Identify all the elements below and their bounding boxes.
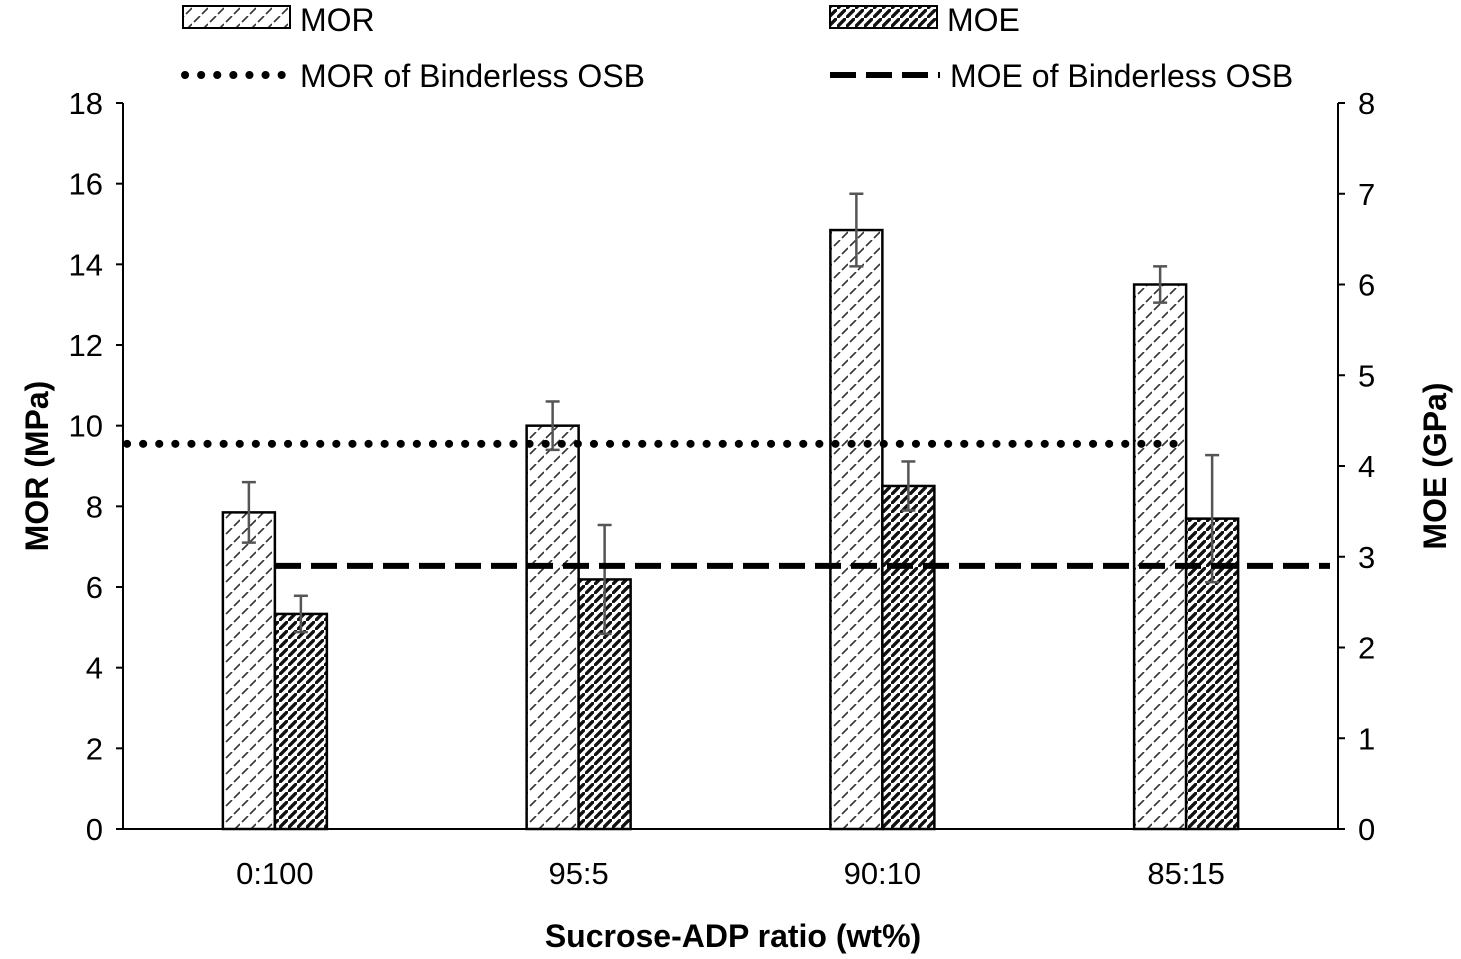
bar-mor-85:15 (1132, 283, 1188, 831)
bar-moe-90:10 (881, 484, 936, 831)
legend-label-mor-binderless: MOR of Binderless OSB (300, 58, 645, 94)
left-tick-label: 14 (69, 247, 103, 282)
x-tick-label: 85:15 (1147, 856, 1225, 891)
y2-axis-title: MOE (GPa) (1417, 382, 1453, 549)
right-tick-label: 2 (1358, 631, 1375, 666)
right-tick-label: 4 (1358, 449, 1375, 484)
legend-swatch-mor (182, 5, 291, 29)
x-tick-group: 0:100 95:5 90:10 85:15 (236, 856, 1225, 891)
x-tick-label: 90:10 (844, 856, 922, 891)
legend-label-moe: MOE (947, 2, 1020, 38)
left-tick-label: 12 (69, 328, 103, 363)
left-tick-label: 10 (69, 409, 103, 444)
left-tick-label: 18 (69, 86, 103, 121)
right-tick-group: 0 1 2 3 4 5 6 7 8 (1338, 86, 1375, 847)
reference-line-group (123, 439, 1330, 569)
right-tick-label: 5 (1358, 358, 1375, 393)
left-tick-label: 6 (86, 570, 103, 605)
left-tick-label: 4 (86, 651, 103, 686)
y-axis-title: MOR (MPa) (19, 381, 55, 552)
left-tick-label: 8 (86, 489, 103, 524)
left-tick-label: 2 (86, 731, 103, 766)
legend-label-mor: MOR (300, 2, 375, 38)
right-tick-label: 3 (1358, 540, 1375, 575)
x-tick-label: 95:5 (548, 856, 608, 891)
x-tick-label: 0:100 (236, 856, 314, 891)
right-tick-label: 6 (1358, 268, 1375, 303)
left-tick-label: 16 (69, 167, 103, 202)
right-tick-label: 0 (1358, 812, 1375, 847)
right-tick-label: 7 (1358, 177, 1375, 212)
bar-mor-95:5 (525, 424, 580, 831)
legend-swatch-moe (829, 5, 938, 29)
x-axis-title: Sucrose-ADP ratio (wt%) (545, 918, 921, 954)
bar-moe-0:100 (273, 612, 329, 831)
left-tick-label: 0 (86, 812, 103, 847)
left-tick-group: 0 2 4 6 8 10 12 14 16 18 (69, 86, 123, 847)
right-tick-label: 1 (1358, 721, 1375, 756)
bar-mor-90:10 (829, 228, 884, 831)
bar-group (221, 228, 1240, 831)
legend-label-moe-binderless: MOE of Binderless OSB (950, 58, 1293, 94)
bar-mor-0:100 (221, 511, 277, 831)
right-tick-label: 8 (1358, 86, 1375, 121)
error-bar-group (241, 192, 1220, 636)
legend: MOR MOE MOR of Binderless OSB MOE of Bin… (181, 2, 1293, 94)
